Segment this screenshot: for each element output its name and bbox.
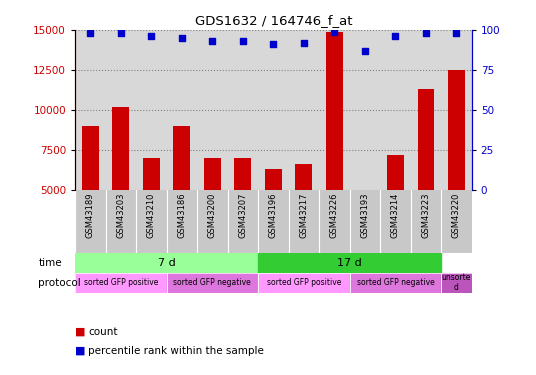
Text: GSM43226: GSM43226 <box>330 193 339 238</box>
Bar <box>234 158 251 270</box>
Text: percentile rank within the sample: percentile rank within the sample <box>88 346 264 355</box>
Point <box>300 40 308 46</box>
Bar <box>167 273 258 292</box>
Bar <box>387 154 404 270</box>
Bar <box>82 126 99 270</box>
Point <box>391 33 400 39</box>
Point <box>208 38 217 44</box>
Point <box>422 30 430 36</box>
Point <box>361 48 369 54</box>
Text: GSM43207: GSM43207 <box>239 193 247 238</box>
Text: ■: ■ <box>75 327 86 337</box>
Point <box>86 30 94 36</box>
Bar <box>113 106 129 270</box>
Bar <box>356 261 373 270</box>
Bar <box>349 273 441 292</box>
Bar <box>174 126 190 270</box>
Bar <box>75 273 167 292</box>
Text: count: count <box>88 327 118 337</box>
Text: GSM43186: GSM43186 <box>177 193 187 238</box>
Bar <box>258 273 349 292</box>
Text: 17 d: 17 d <box>337 258 362 268</box>
Bar <box>143 158 160 270</box>
Bar <box>75 254 258 273</box>
Point <box>147 33 155 39</box>
Text: protocol: protocol <box>39 278 81 288</box>
Bar <box>258 254 441 273</box>
Text: sorted GFP positive: sorted GFP positive <box>84 278 158 287</box>
Point <box>177 35 186 41</box>
Bar <box>258 273 349 292</box>
Bar <box>418 89 434 270</box>
Text: GSM43200: GSM43200 <box>208 193 217 238</box>
Bar <box>167 273 258 292</box>
Point <box>269 41 278 47</box>
Text: time: time <box>39 258 62 268</box>
Text: ■: ■ <box>75 346 86 355</box>
Point <box>330 28 339 34</box>
Bar <box>441 273 472 292</box>
Text: GSM43217: GSM43217 <box>300 193 308 238</box>
Text: sorted GFP positive: sorted GFP positive <box>267 278 341 287</box>
Point <box>239 38 247 44</box>
Bar <box>441 273 472 292</box>
Bar <box>295 164 312 270</box>
Text: GSM43189: GSM43189 <box>86 193 95 238</box>
Text: GSM43223: GSM43223 <box>421 193 430 238</box>
Text: GSM43196: GSM43196 <box>269 193 278 238</box>
Text: GSM43210: GSM43210 <box>147 193 156 238</box>
Text: GSM43203: GSM43203 <box>116 193 125 238</box>
Text: sorted GFP negative: sorted GFP negative <box>174 278 251 287</box>
Point <box>452 30 461 36</box>
Bar <box>204 158 221 270</box>
Bar <box>326 32 343 270</box>
Bar <box>75 273 167 292</box>
Title: GDS1632 / 164746_f_at: GDS1632 / 164746_f_at <box>195 15 352 27</box>
Text: 7 d: 7 d <box>158 258 175 268</box>
Bar <box>349 273 441 292</box>
Text: unsorte
d: unsorte d <box>442 273 471 292</box>
Text: GSM43193: GSM43193 <box>360 193 369 238</box>
Text: sorted GFP negative: sorted GFP negative <box>356 278 434 287</box>
Bar <box>448 70 465 270</box>
Point <box>116 30 125 36</box>
Bar <box>265 169 282 270</box>
Text: GSM43214: GSM43214 <box>391 193 400 238</box>
Text: GSM43220: GSM43220 <box>452 193 461 238</box>
